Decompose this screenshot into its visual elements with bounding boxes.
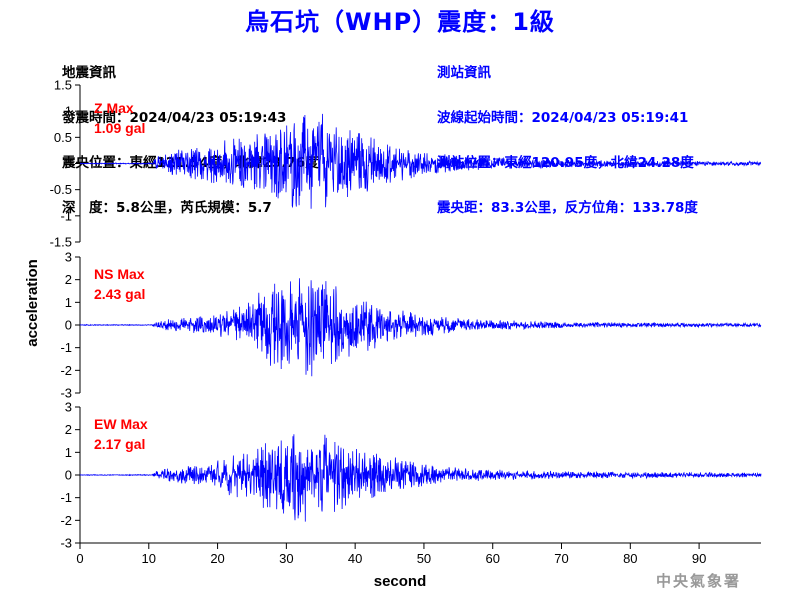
y-tick-label-EW: -2 — [60, 513, 72, 528]
origin-time: 發震時間：2024/04/23 05:19:43 — [62, 110, 287, 126]
max-value-label-Z: 1.09 gal — [94, 120, 145, 136]
x-tick-label: 40 — [348, 551, 362, 566]
y-tick-label-NS: -1 — [60, 340, 72, 355]
x-tick-label: 20 — [210, 551, 224, 566]
y-tick-label-Z: 0 — [65, 156, 72, 171]
y-tick-label-Z: 1.5 — [54, 78, 72, 93]
y-tick-label-Z: -0.5 — [50, 182, 72, 197]
trace-Z — [80, 113, 762, 209]
x-axis-title: second — [374, 573, 427, 590]
trace-NS — [79, 278, 762, 377]
y-tick-label-EW: -1 — [60, 490, 72, 505]
y-tick-label-EW: 0 — [65, 468, 72, 483]
y-tick-label-NS: 1 — [65, 295, 72, 310]
x-tick-label: 50 — [417, 551, 431, 566]
depth-magnitude: 深 度：5.8公里，芮氏規模：5.7 — [62, 200, 272, 216]
x-tick-label: 30 — [279, 551, 293, 566]
y-tick-label-Z: 0.5 — [54, 130, 72, 145]
max-label-EW: EW Max — [94, 416, 148, 432]
y-tick-label-NS: 2 — [65, 272, 72, 287]
y-tick-label-EW: 1 — [65, 445, 72, 460]
x-tick-label: 60 — [485, 551, 499, 566]
max-label-Z: Z Max — [94, 100, 134, 116]
y-axis-title: acceleration — [24, 259, 41, 347]
y-tick-label-NS: 0 — [65, 318, 72, 333]
chart-title: 烏石坑（WHP）震度：1級 — [245, 8, 555, 36]
x-tick-label: 10 — [142, 551, 156, 566]
epicentral-distance: 震央距：83.3公里，反方位角：133.78度 — [437, 200, 698, 216]
y-tick-label-EW: 2 — [65, 422, 72, 437]
max-label-NS: NS Max — [94, 266, 145, 282]
agency-credit: 中央氣象署 — [656, 572, 742, 590]
station-info-heading: 測站資訊 — [437, 65, 491, 81]
x-tick-label: 90 — [692, 551, 706, 566]
y-tick-label-NS: 3 — [65, 250, 72, 265]
y-tick-label-NS: -2 — [60, 363, 72, 378]
waveform-start-time: 波線起始時間：2024/04/23 05:19:41 — [437, 110, 689, 126]
y-tick-label-EW: 3 — [65, 400, 72, 415]
trace-EW — [79, 434, 762, 522]
max-value-label-NS: 2.43 gal — [94, 286, 145, 302]
y-tick-label-NS: -3 — [60, 386, 72, 401]
y-tick-label-EW: -3 — [60, 536, 72, 551]
x-tick-label: 0 — [76, 551, 83, 566]
x-tick-label: 70 — [554, 551, 568, 566]
x-tick-label: 80 — [623, 551, 637, 566]
y-tick-label-Z: -1 — [60, 208, 72, 223]
max-value-label-EW: 2.17 gal — [94, 436, 145, 452]
earthquake-info-heading: 地震資訊 — [62, 65, 116, 81]
y-tick-label-Z: -1.5 — [50, 235, 72, 250]
y-tick-label-Z: 1 — [65, 104, 72, 119]
